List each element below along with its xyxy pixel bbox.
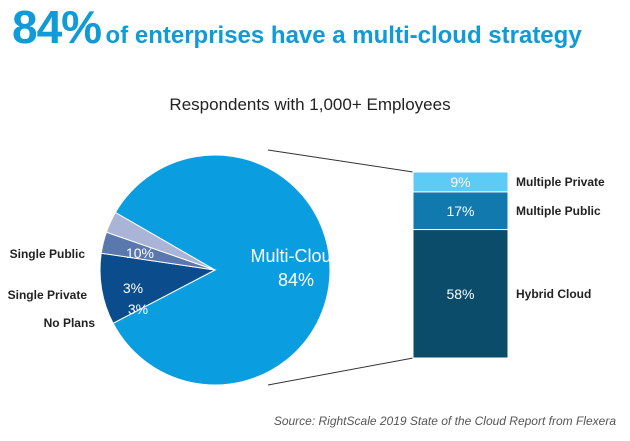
pie-slice-multi-cloud: [112, 154, 331, 386]
pie-label-single-public: Single Public: [10, 247, 86, 261]
pie-slice-no-plans: [105, 211, 216, 271]
stack-value-multiple-private: 9%: [450, 174, 470, 190]
pie-slice-single-public: [99, 252, 217, 324]
headline-text: of enterprises have a multi-cloud strate…: [105, 22, 582, 49]
pie-label-multi-cloud: Multi-Cloud: [250, 246, 341, 266]
headline-percent: 84%: [12, 1, 102, 53]
pie-value-multi-cloud: 84%: [278, 270, 314, 290]
stack-label-multiple-public: Multiple Public: [516, 204, 601, 218]
stack-label-hybrid-cloud: Hybrid Cloud: [516, 287, 591, 301]
pie-label-single-private: Single Private: [8, 288, 88, 302]
pie-label-no-plans: No Plans: [44, 316, 96, 330]
stack-label-multiple-private: Multiple Private: [516, 175, 605, 189]
stack-segment-multiple-public: [412, 191, 509, 231]
stack-value-hybrid-cloud: 58%: [446, 286, 474, 302]
pie-value-single-private: 3%: [123, 280, 143, 296]
chart-title: Respondents with 1,000+ Employees: [169, 95, 450, 114]
headline: 84% of enterprises have a multi-cloud st…: [12, 0, 582, 54]
connector-line-top: [267, 149, 414, 173]
connector-line-bottom: [267, 357, 414, 386]
source-note: Source: RightScale 2019 State of the Clo…: [273, 414, 616, 428]
stack-value-multiple-public: 17%: [446, 203, 474, 219]
pie-value-no-plans: 3%: [128, 301, 148, 317]
pie-value-single-public: 10%: [126, 245, 154, 261]
stack-segment-hybrid-cloud: [412, 229, 509, 359]
